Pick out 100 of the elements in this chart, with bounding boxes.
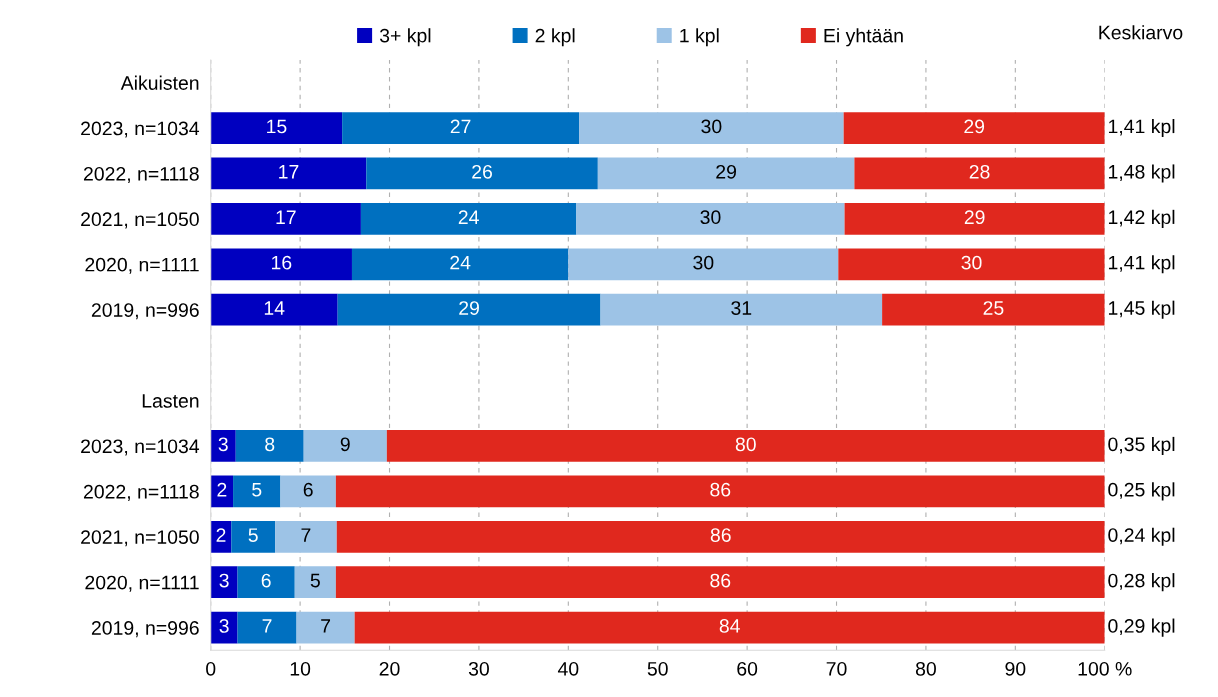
bar — [386, 430, 1105, 462]
data-label: 8 — [265, 437, 275, 452]
data-label: 30 — [693, 255, 714, 270]
bar — [210, 475, 234, 508]
legend-label: 1 kpl — [680, 28, 719, 47]
data-label: 84 — [719, 619, 740, 633]
bar — [210, 293, 338, 326]
data-label: 29 — [964, 119, 985, 134]
x-tick-label: 10 — [290, 661, 311, 676]
bar — [210, 202, 361, 235]
bar — [337, 293, 601, 326]
bar — [600, 293, 883, 326]
data-label: 30 — [701, 119, 722, 134]
bar — [210, 430, 236, 462]
bar — [280, 475, 336, 508]
bar — [235, 430, 304, 462]
x-tick-label: 40 — [557, 661, 579, 676]
y-tick-label: Aikuisten — [120, 75, 199, 90]
bar — [303, 430, 387, 462]
text: 0,25 kpl — [1108, 482, 1175, 501]
data-label: 5 — [252, 483, 262, 497]
text: 0,35 kpl — [1108, 436, 1175, 456]
data-label: 7 — [301, 528, 311, 542]
data-label: 29 — [459, 301, 479, 315]
bar — [597, 157, 855, 190]
bar — [351, 248, 569, 281]
data-label: 27 — [450, 119, 471, 134]
bar — [854, 157, 1105, 190]
bar — [210, 248, 352, 281]
bar — [296, 611, 355, 644]
data-label: 6 — [261, 573, 271, 588]
text: 0,29 kpl — [1108, 618, 1175, 637]
y-tick-label: 2022, n=1118 — [83, 166, 199, 184]
y-tick-label: Lasten — [142, 394, 199, 408]
y-tick-label: 2021, n=1050 — [81, 530, 199, 547]
data-label: 25 — [983, 301, 1004, 315]
text: Keskiarvo — [1099, 25, 1183, 40]
data-label: 7 — [262, 619, 272, 633]
data-label: 86 — [710, 528, 731, 542]
bar — [335, 566, 1105, 599]
bar — [210, 112, 343, 144]
bar — [210, 520, 232, 553]
text: 0,28 kpl — [1108, 573, 1175, 592]
x-tick-label: 0 — [206, 661, 216, 676]
bar — [275, 520, 337, 553]
bar — [366, 157, 598, 190]
data-label: 2 — [217, 482, 227, 497]
data-label: 26 — [472, 164, 493, 179]
x-tick-label: 50 — [647, 661, 668, 676]
data-label: 3 — [218, 437, 228, 452]
data-label: 3 — [219, 573, 229, 588]
y-tick-label: 2020, n=1111 — [85, 575, 199, 592]
x-tick-label: 20 — [379, 661, 400, 676]
bar — [354, 611, 1105, 644]
y-tick-label: 2019, n=996 — [91, 621, 199, 638]
legend-label: 3+ kpl — [379, 28, 431, 47]
bar — [210, 157, 367, 190]
y-tick-label: 2022, n=1118 — [83, 484, 199, 501]
data-label: 29 — [716, 164, 737, 179]
bar — [342, 112, 580, 144]
y-tick-label: 2019, n=996 — [91, 303, 199, 320]
bar — [838, 248, 1105, 281]
bar — [210, 566, 238, 599]
data-label: 24 — [450, 255, 471, 270]
data-label: 6 — [303, 482, 313, 497]
bar — [844, 202, 1105, 235]
data-label: 17 — [276, 210, 296, 224]
bar — [335, 475, 1105, 508]
legend-label: Ei yhtään — [824, 28, 903, 47]
bar — [336, 520, 1105, 553]
data-label: 17 — [279, 165, 299, 179]
data-label: 7 — [321, 619, 331, 633]
data-label: 5 — [310, 573, 320, 588]
bar — [576, 202, 845, 235]
text: 1,41 kpl — [1108, 119, 1175, 138]
data-label: 30 — [700, 210, 721, 225]
text: 1,48 kpl — [1108, 164, 1175, 183]
bar — [568, 248, 839, 281]
bar — [210, 611, 238, 644]
data-label: 80 — [735, 437, 756, 452]
x-tick-label: 90 — [1005, 661, 1026, 676]
legend-label: 2 kpl — [535, 28, 575, 47]
y-tick-label: 2023, n=1034 — [81, 439, 200, 456]
x-tick-label: 80 — [915, 661, 936, 676]
bar — [843, 112, 1105, 144]
data-label: 86 — [710, 482, 731, 497]
y-tick-label: 2023, n=1034 — [81, 121, 200, 138]
x-tick-label: 30 — [468, 661, 489, 676]
data-label: 9 — [340, 437, 350, 452]
data-label: 30 — [961, 255, 982, 270]
data-label: 14 — [264, 301, 285, 315]
data-label: 5 — [248, 528, 258, 542]
data-label: 86 — [710, 573, 731, 588]
text: 1,41 kpl — [1108, 255, 1175, 274]
bar — [233, 475, 281, 508]
text: 0,24 kpl — [1108, 527, 1175, 546]
data-label: 16 — [272, 255, 292, 270]
text: 1,45 kpl — [1108, 300, 1175, 319]
data-label: 31 — [731, 301, 752, 315]
text: 1,42 kpl — [1108, 209, 1175, 228]
